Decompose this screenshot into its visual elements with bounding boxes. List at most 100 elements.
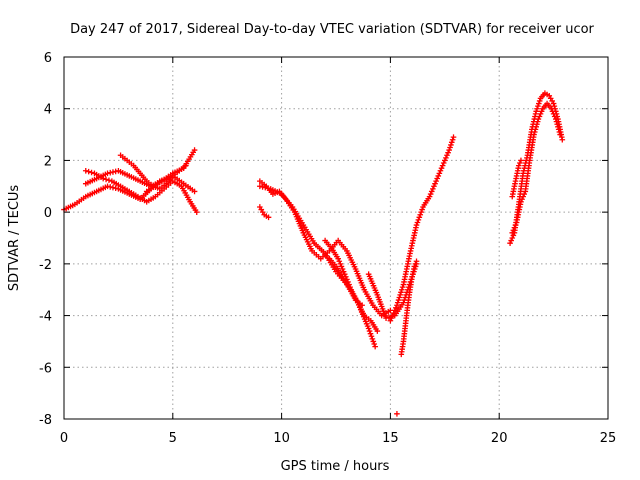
data-point (366, 328, 373, 334)
data-point (515, 162, 522, 169)
data-point (519, 196, 525, 203)
data-point (538, 108, 545, 115)
data-point (518, 199, 524, 205)
data-point (510, 232, 517, 239)
data-point (368, 333, 375, 340)
data-point (443, 155, 449, 161)
data-point (191, 147, 198, 153)
data-point (183, 162, 189, 169)
series-s11 (365, 261, 420, 321)
data-point (533, 108, 539, 115)
grid (64, 57, 608, 419)
data-point (388, 315, 395, 321)
data-point (535, 116, 542, 122)
data-point (442, 157, 448, 164)
data-point (555, 124, 561, 130)
data-point (397, 292, 403, 298)
series-s7 (257, 178, 394, 319)
x-tick-label: 15 (382, 431, 399, 446)
series-s5 (143, 162, 189, 195)
data-point (438, 165, 445, 171)
data-point (534, 118, 541, 125)
data-point (386, 314, 392, 321)
x-axis-ticks: 0 5 10 15 20 25 (60, 57, 616, 446)
data-point (265, 214, 272, 221)
series-s16 (509, 100, 563, 236)
data-point (88, 169, 95, 176)
y-tick-label: -8 (39, 413, 52, 428)
y-tick-label: -6 (39, 361, 52, 376)
data-point (400, 299, 407, 306)
data-point (556, 129, 563, 135)
data-point (413, 258, 420, 265)
data-point (103, 176, 109, 183)
data-point (372, 343, 378, 350)
data-point (428, 188, 435, 195)
data-point (534, 121, 540, 128)
data-point (370, 338, 377, 345)
data-point (431, 183, 437, 190)
data-point (391, 307, 398, 314)
data-point (531, 131, 537, 138)
data-point (550, 100, 557, 107)
x-tick-label: 0 (60, 431, 68, 446)
data-point (517, 160, 523, 166)
data-point (551, 103, 558, 109)
series-s8 (257, 204, 272, 221)
x-tick-label: 10 (273, 431, 290, 446)
data-point (510, 227, 517, 234)
series-s2 (82, 167, 200, 215)
data-point (335, 255, 341, 262)
data-point (414, 219, 421, 226)
data-point (387, 317, 394, 324)
data-point (531, 129, 538, 135)
data-point (389, 312, 396, 319)
data-point (369, 336, 376, 342)
data-point (340, 268, 347, 275)
data-point (435, 173, 442, 179)
data-point (536, 100, 542, 107)
data-point (508, 237, 514, 244)
y-tick-label: 2 (44, 154, 52, 169)
data-point (418, 209, 424, 215)
data-point (416, 214, 423, 221)
data-point (398, 289, 404, 296)
data-point (559, 136, 566, 143)
data-point (512, 222, 519, 228)
data-point (534, 105, 540, 112)
data-point (507, 240, 513, 246)
data-point (520, 193, 526, 200)
data-point (193, 209, 200, 215)
data-point (399, 284, 406, 290)
data-point (394, 411, 400, 417)
y-tick-label: 0 (44, 206, 52, 221)
data-point (411, 263, 418, 270)
data-point (446, 147, 452, 153)
series-s17 (509, 157, 524, 200)
data-point (521, 191, 528, 197)
data-point (444, 152, 450, 159)
data-point (82, 167, 89, 174)
data-point (509, 230, 516, 236)
data-point (399, 286, 405, 293)
data-point (339, 266, 346, 272)
data-point (383, 315, 389, 321)
data-point (434, 175, 440, 182)
data-point (555, 126, 562, 133)
data-point (449, 136, 456, 143)
y-axis-label: SDTVAR / TECUs (7, 185, 22, 292)
data-point (394, 299, 401, 306)
data-point (396, 294, 403, 301)
data-point (511, 224, 518, 231)
series-s6 (257, 183, 378, 350)
data-point (535, 103, 541, 109)
data-point (537, 111, 544, 117)
data-points (61, 90, 566, 417)
data-point (433, 178, 439, 184)
data-point (448, 139, 455, 146)
data-point (337, 261, 344, 267)
data-point (447, 144, 453, 151)
data-point (532, 126, 539, 133)
series-s13 (398, 258, 420, 358)
